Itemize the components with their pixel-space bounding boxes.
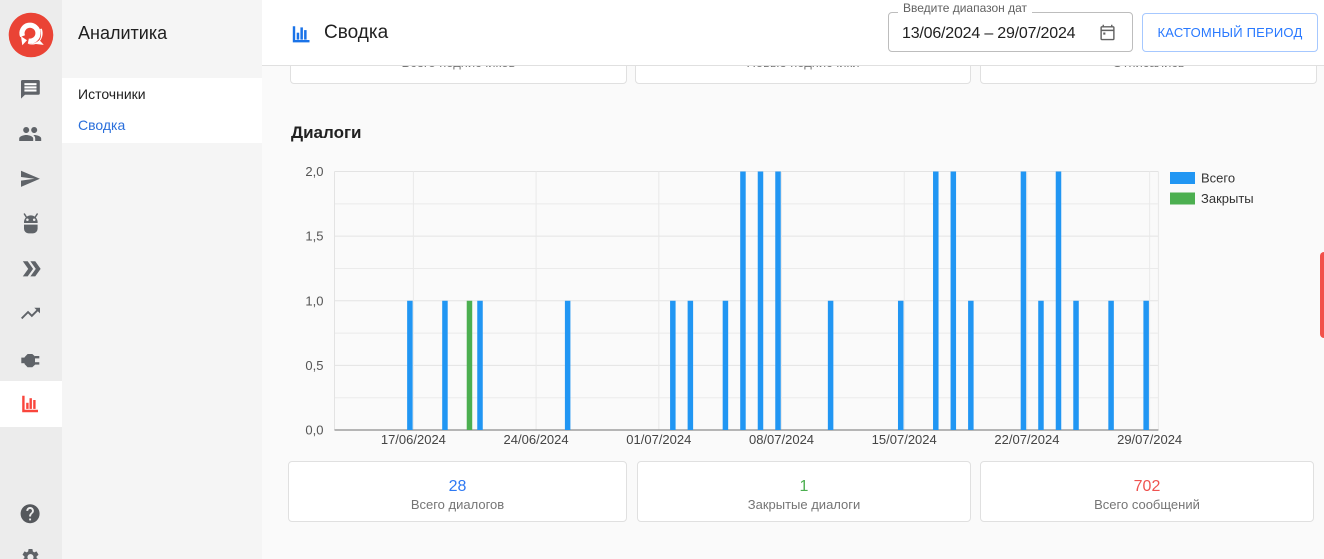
svg-text:1,0: 1,0 [305, 293, 323, 308]
svg-text:08/07/2024: 08/07/2024 [749, 432, 814, 447]
svg-text:0,0: 0,0 [305, 423, 323, 438]
svg-text:1,5: 1,5 [305, 229, 323, 244]
svg-text:17/06/2024: 17/06/2024 [381, 432, 446, 447]
svg-text:2,0: 2,0 [305, 164, 323, 179]
svg-text:Всего: Всего [1201, 171, 1235, 186]
svg-text:0,5: 0,5 [305, 358, 323, 373]
svg-text:01/07/2024: 01/07/2024 [626, 432, 691, 447]
svg-text:15/07/2024: 15/07/2024 [872, 432, 937, 447]
svg-text:22/07/2024: 22/07/2024 [994, 432, 1059, 447]
svg-text:29/07/2024: 29/07/2024 [1117, 432, 1182, 447]
svg-text:24/06/2024: 24/06/2024 [504, 432, 569, 447]
svg-text:Закрыты: Закрыты [1201, 191, 1254, 206]
